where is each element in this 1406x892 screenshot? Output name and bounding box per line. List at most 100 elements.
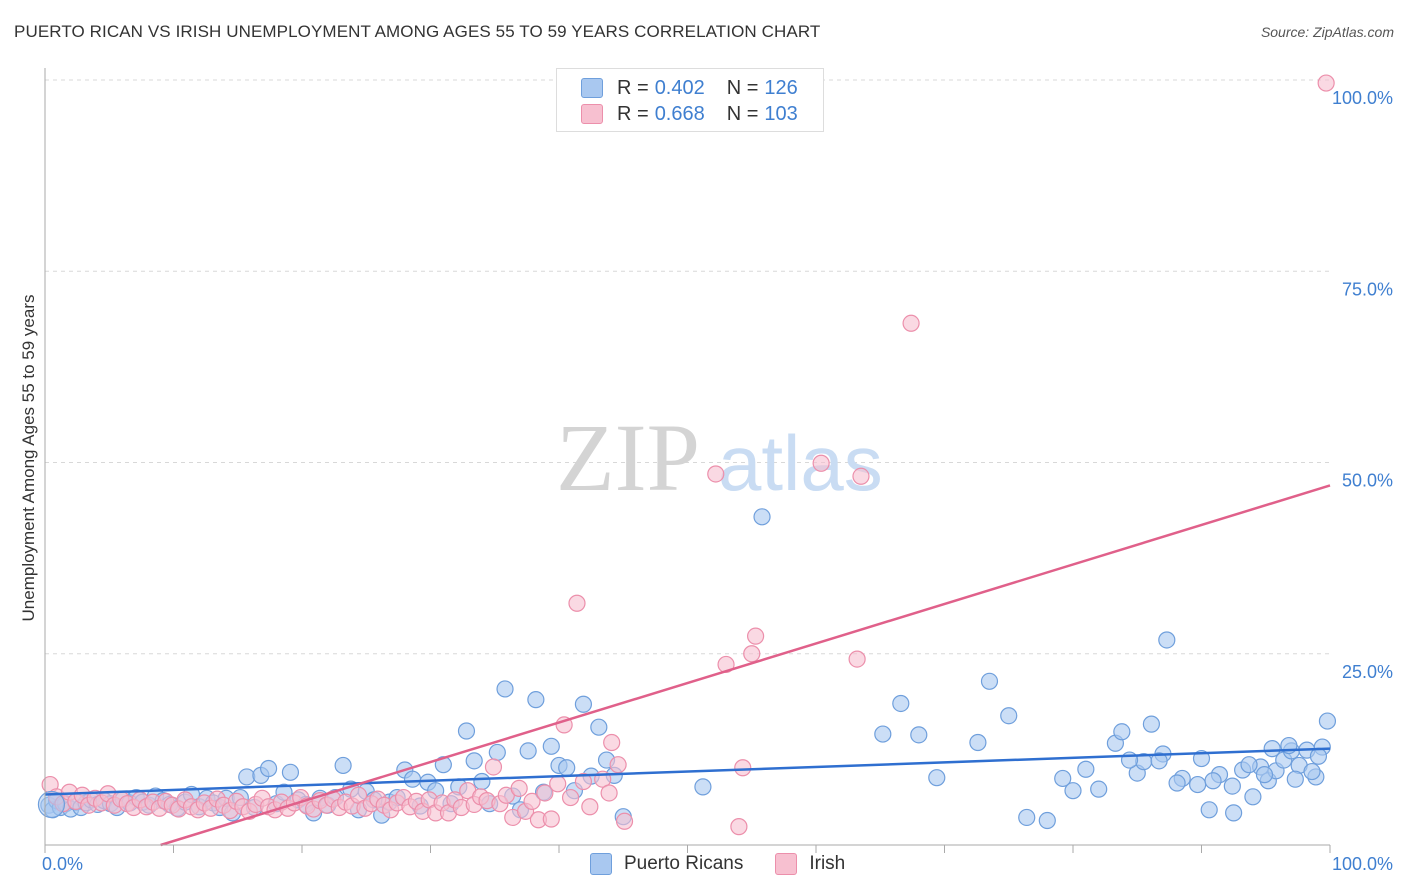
puerto-rican-point [1200, 801, 1218, 819]
irish-point [812, 454, 830, 472]
puerto-rican-point [238, 768, 256, 786]
puerto-rican-point [496, 680, 514, 698]
irish-point [603, 733, 621, 752]
puerto-rican-point [1113, 723, 1131, 741]
puerto-rican-point [1309, 747, 1328, 765]
y-tick-label: 75.0% [1342, 279, 1393, 299]
puerto-rican-point [542, 737, 560, 755]
n-label: N = [726, 102, 759, 125]
watermark-zip: ZIP [556, 404, 700, 511]
trend-lines [44, 484, 1331, 847]
r-label: R = [617, 76, 649, 99]
n-label: N = [726, 76, 759, 99]
y-tick-label: 50.0% [1342, 471, 1393, 491]
irish-point [717, 655, 735, 674]
irish-point [484, 758, 503, 776]
legend-series: Puerto Ricans Irish [590, 852, 877, 876]
puerto-rican-point [1018, 808, 1036, 827]
puerto-rican-point [281, 763, 300, 781]
puerto-rican-point [574, 695, 593, 713]
y-tick-label: 25.0% [1342, 662, 1393, 682]
puerto-rican-point [519, 742, 537, 760]
puerto-rican-point [1000, 707, 1018, 725]
puerto-rican-point [558, 759, 576, 777]
puerto-rican-point [928, 769, 946, 787]
watermark-atlas: atlas [718, 419, 883, 507]
puerto-rican-point [403, 770, 422, 788]
puerto-rican-point [980, 672, 999, 690]
puerto-rican-point [910, 726, 928, 744]
puerto-rican-point [1223, 777, 1241, 795]
irish-swatch [775, 853, 798, 875]
irish-point [1317, 74, 1335, 92]
puerto-rican-point [1225, 804, 1243, 822]
irish-point [609, 756, 627, 774]
n-value: 126 [764, 76, 798, 99]
irish-point [600, 784, 618, 802]
irish-point [615, 812, 634, 830]
x-tick-label: 0.0% [42, 854, 83, 874]
puerto-rican-point [1142, 715, 1160, 733]
y-tick-label: 100.0% [1332, 88, 1393, 108]
source-label: Source: ZipAtlas.com [1260, 24, 1394, 40]
puerto-rican-point [457, 722, 476, 740]
x-tick-label: 100.0% [1332, 854, 1393, 874]
puerto-rican-point [1263, 740, 1281, 758]
irish-swatch [581, 104, 603, 124]
n-value: 103 [764, 102, 798, 125]
grid [45, 79, 1330, 655]
legend-row-irish: R = 0.668 N = 103 [581, 101, 798, 127]
puerto-rican-point [1077, 760, 1095, 778]
puerto-rican-point [1158, 631, 1176, 649]
legend-item-puerto-ricans: Puerto Ricans [590, 853, 743, 875]
puerto-rican-point [1255, 766, 1274, 784]
r-value: 0.668 [654, 102, 705, 125]
puerto-rican-point [473, 772, 491, 791]
axes: 25.0% 50.0% 75.0% 100.0% 0.0% 100.0% [42, 68, 1393, 874]
r-label: R = [617, 102, 649, 125]
irish-trend-line [160, 484, 1331, 847]
puerto-rican-point [334, 756, 352, 775]
puerto-rican-point [259, 759, 278, 778]
puerto-rican-point [465, 752, 483, 770]
puerto-rican-point [1240, 756, 1258, 774]
watermark: ZIP atlas [556, 404, 883, 511]
puerto-ricans-swatch [590, 853, 612, 875]
puerto-rican-point [1038, 811, 1056, 830]
puerto-rican-point [1303, 762, 1321, 781]
puerto-rican-point [874, 725, 892, 743]
puerto-rican-point [1286, 770, 1304, 788]
irish-point [536, 784, 554, 802]
puerto-rican-point [1189, 775, 1207, 794]
puerto-rican-point [1204, 772, 1222, 790]
puerto-ricans-swatch [581, 78, 603, 98]
irish-point [848, 650, 866, 668]
irish-point [730, 818, 748, 836]
puerto-rican-trend-line [44, 747, 1331, 796]
irish-point [574, 772, 593, 791]
irish-point [852, 467, 870, 485]
irish-point [747, 627, 765, 645]
legend-item-irish: Irish [775, 853, 845, 875]
points [37, 74, 1337, 836]
puerto-rican-point [1064, 782, 1082, 800]
irish-point [902, 314, 920, 332]
irish-point [734, 759, 752, 777]
r-value: 0.402 [654, 76, 705, 99]
puerto-rican-point [753, 508, 771, 526]
puerto-rican-point [488, 743, 506, 762]
y-axis-label: Unemployment Among Ages 55 to 59 years [19, 295, 38, 622]
puerto-rican-point [590, 718, 608, 736]
puerto-rican-point [694, 778, 712, 796]
puerto-rican-point [1318, 712, 1337, 730]
puerto-rican-point [1090, 780, 1108, 798]
puerto-rican-point [969, 733, 987, 752]
irish-point [549, 775, 567, 793]
puerto-rican-point [1150, 752, 1168, 770]
puerto-rican-point [892, 694, 910, 713]
legend-label: Irish [809, 853, 846, 874]
puerto-rican-point [1168, 774, 1186, 792]
irish-point [568, 594, 586, 612]
irish-point [542, 810, 560, 828]
